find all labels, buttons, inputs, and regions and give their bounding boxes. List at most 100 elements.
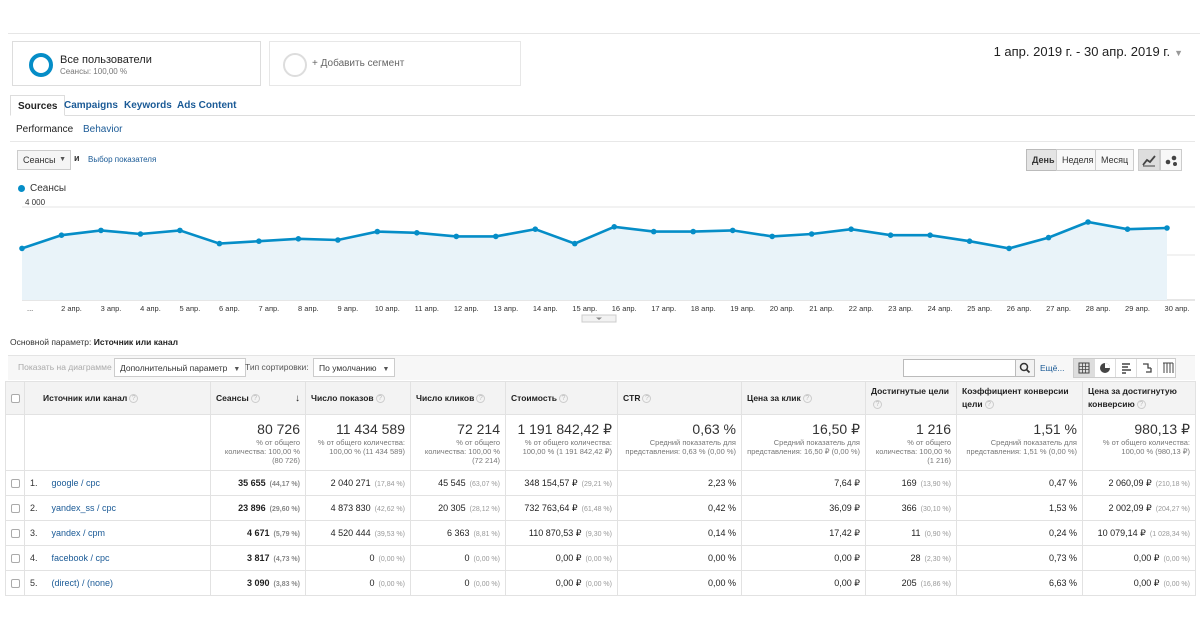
source-cell[interactable]: 4. facebook / cpc [24, 545, 211, 571]
source-cell[interactable]: 5. (direct) / (none) [24, 570, 211, 596]
header-cost-per-conv-label: Цена за достигнутую конверсию [1088, 386, 1177, 409]
row-checkbox[interactable] [11, 479, 20, 489]
row-checkbox-cell [5, 470, 25, 496]
pivot-view-icon[interactable] [1158, 359, 1178, 377]
tab-sources[interactable]: Sources [10, 95, 66, 116]
report-tabs: Sources Campaigns Keywords Ads Content [10, 95, 1195, 116]
data-point [374, 228, 381, 235]
select-all-checkbox[interactable] [11, 393, 20, 403]
row-checkbox-cell [5, 545, 25, 571]
metric-selector[interactable]: Сеансы ▼ [17, 150, 71, 170]
row-checkbox[interactable] [11, 579, 20, 589]
ctr-value: 0,00 % [707, 553, 736, 563]
ctr-value: 0,14 % [707, 528, 736, 538]
cost-cell: 732 763,64 ₽ (61,48 %) [505, 495, 618, 521]
sort-type-select[interactable]: По умолчанию ▼ [313, 358, 396, 377]
tab-campaigns[interactable]: Campaigns [64, 100, 118, 111]
add-segment-button[interactable]: + Добавить сегмент [269, 41, 521, 86]
motion-chart-icon [1165, 155, 1177, 166]
source-cell[interactable]: 1. google / cpc [24, 470, 211, 496]
sessions-percent: (5,79 %) [273, 531, 300, 538]
x-tick-label: 16 апр. [612, 304, 637, 313]
header-ctr[interactable]: CTR? [617, 381, 742, 415]
header-cpc[interactable]: Цена за клик? [741, 381, 866, 415]
header-cost-per-conv[interactable]: Цена за достигнутую конверсию? [1082, 381, 1196, 415]
secondary-dimension-select[interactable]: Дополнительный параметр ▼ [114, 358, 247, 377]
data-point [966, 238, 973, 244]
x-tick-label: 10 апр. [375, 304, 400, 313]
choose-metric-link[interactable]: Выбор показателя [88, 155, 157, 164]
row-checkbox[interactable] [11, 529, 20, 539]
row-index: 1. [30, 478, 38, 488]
row-index: 4. [30, 553, 38, 563]
conv-rate-value: 0,73 % [1048, 553, 1077, 563]
chevron-down-icon: ▼ [382, 366, 390, 373]
data-point [414, 230, 420, 236]
source-cell[interactable]: 2. yandex_ss / cpc [24, 495, 211, 521]
header-goals[interactable]: Достигнутые цели? [865, 381, 957, 415]
source-link: google / cpc [51, 478, 101, 488]
subtab-performance[interactable]: Performance [16, 124, 74, 135]
more-options-link[interactable]: Ещё... [1040, 363, 1065, 373]
row-checkbox[interactable] [11, 554, 20, 564]
sessions-cell: 23 896 (29,60 %) [210, 495, 306, 521]
cost-cell: 110 870,53 ₽ (9,30 %) [505, 520, 618, 546]
series-line [21, 220, 1168, 250]
totals-subtext: % от общего количества: 100,00 % (1 191 … [522, 438, 612, 456]
performance-view-icon[interactable] [1116, 359, 1137, 377]
header-sessions[interactable]: Сеансы? ↓ [210, 381, 306, 415]
goals-cell: 28 (2,30 %) [865, 545, 957, 571]
table-search-button[interactable] [1015, 359, 1035, 377]
pie-view-icon[interactable] [1095, 359, 1116, 377]
header-conv-rate[interactable]: Коэффициент конверсии цели? [956, 381, 1083, 415]
plot-rows-button[interactable]: Показать на диаграмме [18, 362, 112, 372]
x-tick-label: 27 апр. [1046, 304, 1071, 313]
granularity-day-button[interactable]: День [1026, 149, 1061, 171]
row-checkbox[interactable] [11, 504, 20, 514]
header-source[interactable]: Источник или канал? [24, 381, 211, 415]
chevron-down-icon: ▼ [59, 156, 66, 163]
x-tick-label: 29 апр. [1125, 304, 1150, 313]
line-chart-view-button[interactable] [1138, 149, 1160, 171]
segment-all-users[interactable]: Все пользователи Сеансы: 100,00 % [12, 41, 261, 86]
tab-keywords[interactable]: Keywords [124, 100, 172, 111]
header-clicks[interactable]: Число кликов? [410, 381, 506, 415]
table-search-input[interactable] [903, 359, 1016, 377]
clicks-value: 20 305 [438, 503, 466, 513]
header-conv-rate-label: Коэффициент конверсии цели [962, 386, 1069, 409]
x-tick-label: 24 апр. [928, 304, 953, 313]
cpc-cell: 7,64 ₽ [741, 470, 866, 496]
date-range-picker[interactable]: 1 апр. 2019 г. - 30 апр. 2019 г. ▼ [994, 44, 1183, 59]
goals-percent: (30,10 %) [920, 506, 951, 513]
ctr-value: 0,42 % [707, 503, 736, 513]
header-cost[interactable]: Стоимость? [505, 381, 618, 415]
cost-per-conv-cell: 2 002,09 ₽ (204,27 %) [1082, 495, 1196, 521]
header-ctr-label: CTR [623, 392, 641, 403]
impressions-value: 0 [369, 553, 375, 563]
cost-per-conv-percent: (0,00 %) [1163, 580, 1190, 588]
source-cell[interactable]: 3. yandex / cpm [24, 520, 211, 546]
data-table-view-icon[interactable] [1074, 359, 1095, 377]
header-impressions-label: Число показов [311, 392, 374, 403]
legend-dot [18, 185, 25, 192]
totals-subtext: Средний показатель для представления: 1,… [966, 438, 1077, 456]
table-row: 4. facebook / cpc 3 817 (4,73 %) 0 (0,00 %) 0(… [5, 545, 1196, 571]
data-point [808, 231, 815, 237]
select-all-cell [5, 381, 25, 415]
motion-chart-view-button[interactable] [1160, 149, 1182, 171]
subtab-behavior[interactable]: Behavior [83, 124, 123, 135]
comparison-view-icon[interactable] [1137, 359, 1158, 377]
goals-percent: (0,90 %) [924, 531, 951, 538]
line-chart-icon [1142, 155, 1156, 167]
ctr-cell: 0,14 % [617, 520, 742, 546]
primary-dimension-value[interactable]: Источник или канал [93, 337, 178, 347]
row-checkbox-cell [5, 570, 25, 596]
tab-ads-content[interactable]: Ads Content [177, 100, 237, 111]
granularity-month-button[interactable]: Месяц [1095, 149, 1135, 171]
impressions-cell: 2 040 271 (17,84 %) [305, 470, 411, 496]
goals-percent: (2,30 %) [924, 556, 951, 563]
segment-title: Все пользователи [60, 54, 152, 66]
granularity-week-button[interactable]: Неделя [1056, 149, 1100, 171]
header-impressions[interactable]: Число показов? [305, 381, 411, 415]
cost-percent: (9,30 %) [585, 530, 612, 538]
